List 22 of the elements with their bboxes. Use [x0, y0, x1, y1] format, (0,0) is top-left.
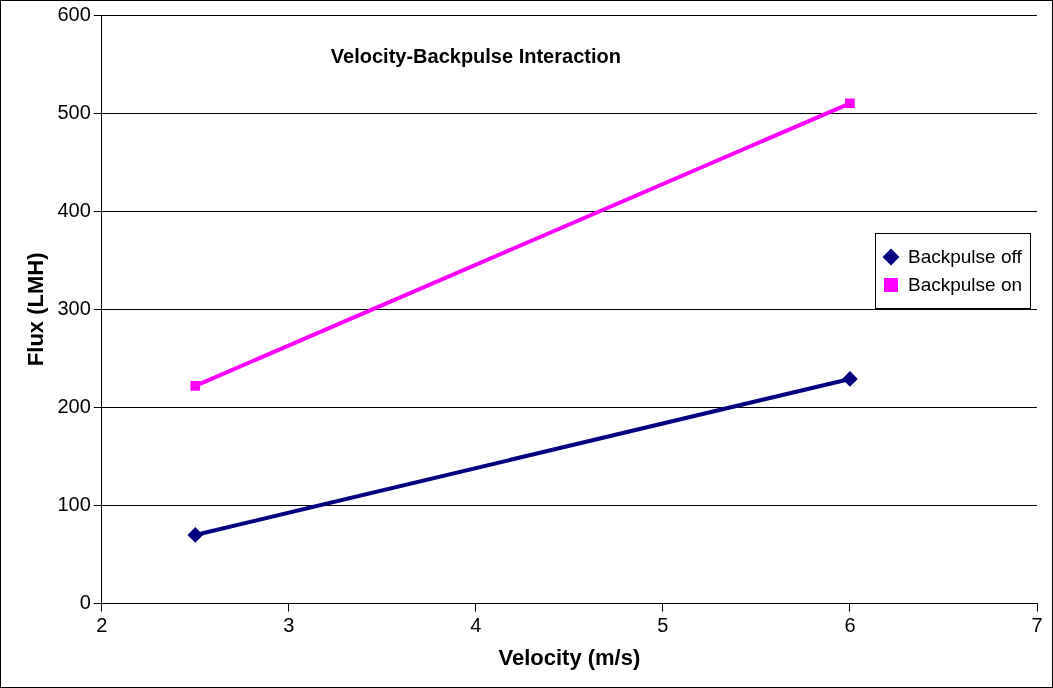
y-tick-label: 500 — [57, 100, 91, 123]
y-tick-label: 400 — [57, 198, 91, 221]
x-tick-label: 6 — [844, 614, 856, 637]
y-tick-label: 300 — [57, 296, 91, 319]
point — [845, 98, 855, 109]
point — [190, 380, 201, 391]
x-tick-label: 5 — [657, 614, 669, 637]
x-axis-title: Velocity (m/s) — [498, 644, 641, 670]
y-tick-label: 100 — [57, 493, 91, 516]
legend-label: Backpulse off — [908, 246, 1022, 269]
x-tick-label: 7 — [1031, 614, 1043, 637]
legend-label: Backpulse on — [908, 274, 1023, 297]
text: Velocity-Backpulse Interaction — [330, 45, 621, 67]
x-tick-label: 2 — [96, 614, 108, 637]
point — [842, 371, 857, 386]
x-tick-label: 3 — [283, 614, 295, 637]
y-axis-title: Flux (LMH) — [23, 252, 49, 367]
x-tick-label: 4 — [470, 614, 482, 637]
point — [188, 527, 203, 542]
y-tick-label: 600 — [57, 2, 91, 25]
y-tick-label: 200 — [57, 394, 91, 417]
y-tick-label: 0 — [79, 591, 91, 614]
